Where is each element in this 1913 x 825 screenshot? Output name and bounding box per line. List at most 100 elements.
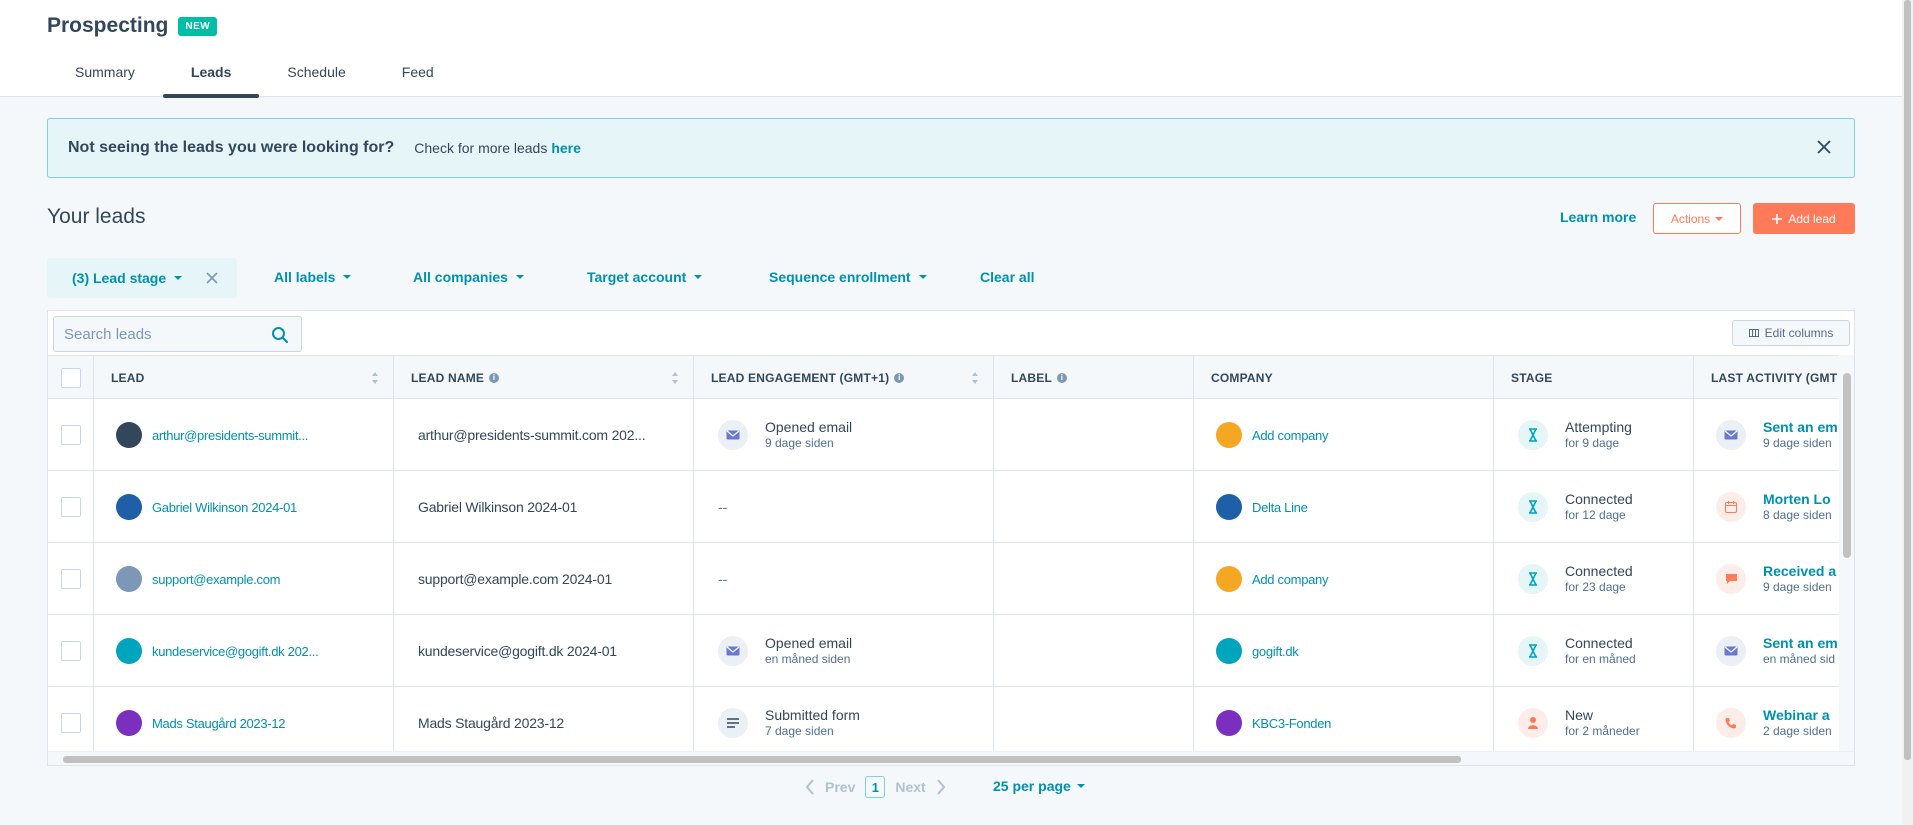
table-row[interactable]: arthur@presidents-summit... arthur@presid…	[48, 399, 1854, 471]
all-companies-filter[interactable]: All companies	[413, 269, 524, 285]
leads-table-card: Edit columns LEAD LEAD NAME i LEAD ENGAGE…	[47, 310, 1855, 766]
company-link[interactable]: Add company	[1252, 571, 1329, 587]
lead-name: Gabriel Wilkinson 2024-01	[418, 499, 578, 515]
lead-link[interactable]: Gabriel Wilkinson 2024-01	[152, 499, 297, 515]
lead-link[interactable]: arthur@presidents-summit...	[152, 427, 309, 443]
activity-link[interactable]: Sent an em	[1763, 419, 1838, 436]
engagement-title: Submitted form	[765, 707, 860, 724]
info-icon[interactable]: i	[489, 372, 500, 383]
email-icon	[1716, 420, 1746, 450]
table-row[interactable]: support@example.com support@example.com 2…	[48, 543, 1854, 615]
company-link[interactable]: Add company	[1252, 427, 1329, 443]
clear-filter-icon[interactable]	[205, 271, 219, 285]
chevron-right-icon[interactable]	[936, 779, 946, 795]
search-icon[interactable]	[271, 326, 289, 344]
column-header-company[interactable]: COMPANY	[1194, 356, 1494, 399]
avatar	[116, 566, 142, 592]
row-checkbox[interactable]	[61, 641, 81, 661]
lead-link[interactable]: kundeservice@gogift.dk 202...	[152, 643, 319, 659]
search-input[interactable]	[64, 325, 264, 343]
company-link[interactable]: KBC3-Fonden	[1252, 715, 1332, 731]
next-page-button[interactable]: Next	[895, 779, 926, 795]
sequence-enrollment-filter[interactable]: Sequence enrollment	[769, 269, 927, 285]
actions-label: Actions	[1670, 211, 1711, 226]
table-row[interactable]: Gabriel Wilkinson 2024-01 Gabriel Wilkins…	[48, 471, 1854, 543]
company-link[interactable]: Delta Line	[1252, 499, 1308, 515]
row-checkbox[interactable]	[61, 425, 81, 445]
plus-icon	[1772, 213, 1783, 224]
row-select-cell	[48, 399, 94, 471]
tab-leads[interactable]: Leads	[162, 60, 260, 98]
select-all-checkbox[interactable]	[61, 367, 81, 388]
person-icon	[1518, 708, 1548, 738]
column-label: LAST ACTIVITY (GMT	[1711, 370, 1838, 385]
row-checkbox[interactable]	[61, 569, 81, 589]
info-icon[interactable]: i	[894, 372, 905, 383]
prev-page-button[interactable]: Prev	[825, 779, 856, 795]
current-page[interactable]: 1	[865, 776, 886, 798]
learn-more-link[interactable]: Learn more	[1560, 209, 1637, 225]
lead-link[interactable]: support@example.com	[152, 571, 281, 587]
vertical-scrollbar[interactable]	[1839, 355, 1854, 751]
page-title: Prospecting	[47, 14, 169, 37]
sort-icon[interactable]	[971, 371, 979, 385]
table-row[interactable]: Mads Staugård 2023-12 Mads Staugård 2023-…	[48, 687, 1854, 759]
company-cell: Add company	[1194, 399, 1494, 471]
column-header-lead[interactable]: LEAD	[94, 356, 394, 399]
lead-cell: Gabriel Wilkinson 2024-01	[94, 471, 394, 543]
row-select-cell	[48, 543, 94, 615]
company-cell: gogift.dk	[1194, 615, 1494, 687]
row-select-cell	[48, 687, 94, 759]
row-checkbox[interactable]	[61, 497, 81, 517]
scroll-thumb[interactable]	[1843, 373, 1851, 558]
edit-columns-button[interactable]: Edit columns	[1732, 320, 1850, 346]
close-icon[interactable]	[1814, 137, 1834, 157]
tab-summary[interactable]: Summary	[75, 64, 135, 80]
target-account-filter[interactable]: Target account	[587, 269, 703, 285]
per-page-select[interactable]: 25 per page	[993, 778, 1085, 794]
engagement-time: 7 dage siden	[765, 724, 834, 739]
company-link[interactable]: gogift.dk	[1252, 643, 1299, 659]
stage-cell: Connected for 12 dage	[1494, 471, 1694, 543]
lead-stage-filter-chip[interactable]: (3) Lead stage	[47, 258, 237, 298]
column-label: LEAD ENGAGEMENT (GMT+1)	[711, 370, 890, 385]
actions-button[interactable]: Actions	[1653, 203, 1741, 234]
page-header: Prospecting NEW Summary Leads Schedule F…	[0, 0, 1902, 98]
tab-schedule[interactable]: Schedule	[287, 64, 346, 80]
add-lead-button[interactable]: Add lead	[1753, 203, 1855, 234]
column-header-stage[interactable]: STAGE	[1494, 356, 1694, 399]
all-labels-filter[interactable]: All labels	[274, 269, 352, 285]
alert-here-link[interactable]: here	[551, 140, 581, 156]
activity-link[interactable]: Received a	[1763, 563, 1837, 580]
column-header-label[interactable]: LABEL i	[994, 356, 1194, 399]
engagement-title: Opened email	[765, 635, 853, 652]
horizontal-scrollbar[interactable]	[48, 751, 1854, 765]
activity-link[interactable]: Morten Lo	[1763, 491, 1831, 508]
tab-feed[interactable]: Feed	[401, 64, 434, 80]
sort-icon[interactable]	[371, 371, 379, 385]
column-header-lead-engagement[interactable]: LEAD ENGAGEMENT (GMT+1) i	[694, 356, 994, 399]
scroll-thumb[interactable]	[63, 756, 1461, 763]
chevron-left-icon[interactable]	[805, 779, 815, 795]
row-checkbox[interactable]	[61, 713, 81, 733]
company-logo	[1216, 422, 1242, 448]
table-row[interactable]: kundeservice@gogift.dk 202... kundeservic…	[48, 615, 1854, 687]
engagement-cell: --	[694, 471, 994, 543]
engagement-time: 9 dage siden	[765, 436, 834, 451]
stage-duration: for 2 måneder	[1565, 724, 1640, 739]
clear-all-link[interactable]: Clear all	[980, 269, 1035, 285]
sort-icon[interactable]	[671, 371, 679, 385]
page-scrollbar[interactable]	[1902, 0, 1913, 825]
chevron-down-icon	[694, 275, 703, 279]
filter-label: Sequence enrollment	[769, 269, 911, 285]
engagement-cell: Submitted form 7 dage siden	[694, 687, 994, 759]
info-icon[interactable]: i	[1057, 372, 1067, 383]
scroll-thumb[interactable]	[1904, 0, 1911, 760]
activity-link[interactable]: Sent an em	[1763, 635, 1838, 652]
column-header-last-activity[interactable]: LAST ACTIVITY (GMT	[1694, 356, 1854, 399]
activity-link[interactable]: Webinar a	[1763, 707, 1830, 724]
column-label: STAGE	[1511, 370, 1553, 385]
lead-link[interactable]: Mads Staugård 2023-12	[152, 715, 286, 731]
column-header-lead-name[interactable]: LEAD NAME i	[394, 356, 694, 399]
